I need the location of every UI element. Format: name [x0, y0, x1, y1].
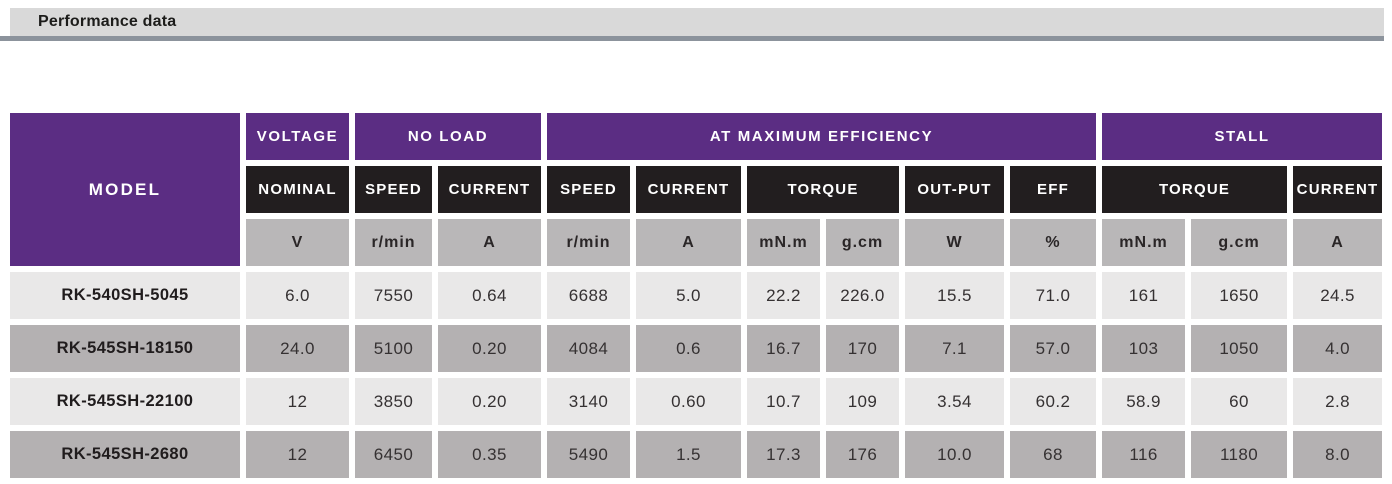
col-header-eff: EFF — [1010, 166, 1097, 213]
value-cell: 0.20 — [438, 378, 541, 425]
unit-rpm-noload: r/min — [355, 219, 432, 266]
value-cell: 2.8 — [1293, 378, 1383, 425]
unit-amps-maxeff: A — [636, 219, 741, 266]
value-cell: 226.0 — [826, 272, 899, 319]
table-row: RK-545SH-22100 12 3850 0.20 3140 0.60 10… — [10, 378, 1383, 425]
value-cell: 16.7 — [747, 325, 820, 372]
value-cell: 71.0 — [1010, 272, 1097, 319]
col-header-noload-current: CURRENT — [438, 166, 541, 213]
value-cell: 4.0 — [1293, 325, 1383, 372]
unit-gcm-stall: g.cm — [1191, 219, 1288, 266]
value-cell: 5100 — [355, 325, 432, 372]
col-header-noload-speed: SPEED — [355, 166, 432, 213]
value-cell: 0.35 — [438, 431, 541, 478]
unit-percent: % — [1010, 219, 1097, 266]
value-cell: 3140 — [547, 378, 630, 425]
value-cell: 10.7 — [747, 378, 820, 425]
value-cell: 0.60 — [636, 378, 741, 425]
value-cell: 17.3 — [747, 431, 820, 478]
table-row: RK-540SH-5045 6.0 7550 0.64 6688 5.0 22.… — [10, 272, 1383, 319]
unit-amps-stall: A — [1293, 219, 1383, 266]
model-cell: RK-540SH-5045 — [10, 272, 240, 319]
value-cell: 68 — [1010, 431, 1097, 478]
value-cell: 58.9 — [1102, 378, 1186, 425]
table-row: RK-545SH-18150 24.0 5100 0.20 4084 0.6 1… — [10, 325, 1383, 372]
unit-mnm-stall: mN.m — [1102, 219, 1186, 266]
unit-rpm-maxeff: r/min — [547, 219, 630, 266]
col-header-stall-current: CURRENT — [1293, 166, 1383, 213]
col-header-maxeff-speed: SPEED — [547, 166, 630, 213]
value-cell: 6.0 — [246, 272, 349, 319]
value-cell: 170 — [826, 325, 899, 372]
col-header-stall-torque: TORQUE — [1102, 166, 1288, 213]
value-cell: 0.64 — [438, 272, 541, 319]
value-cell: 24.5 — [1293, 272, 1383, 319]
value-cell: 10.0 — [905, 431, 1004, 478]
unit-gcm-maxeff: g.cm — [826, 219, 899, 266]
value-cell: 7.1 — [905, 325, 1004, 372]
value-cell: 161 — [1102, 272, 1186, 319]
model-cell: RK-545SH-2680 — [10, 431, 240, 478]
table-row: RK-545SH-2680 12 6450 0.35 5490 1.5 17.3… — [10, 431, 1383, 478]
col-group-stall: STALL — [1102, 113, 1383, 160]
section-header: Performance data — [0, 8, 1384, 41]
value-cell: 0.20 — [438, 325, 541, 372]
model-cell: RK-545SH-18150 — [10, 325, 240, 372]
group-header-row: MODEL VOLTAGE NO LOAD AT MAXIMUM EFFICIE… — [10, 113, 1383, 266]
value-cell: 57.0 — [1010, 325, 1097, 372]
value-cell: 3.54 — [905, 378, 1004, 425]
value-cell: 6688 — [547, 272, 630, 319]
col-group-voltage: VOLTAGE — [246, 113, 349, 160]
value-cell: 24.0 — [246, 325, 349, 372]
value-cell: 1650 — [1191, 272, 1288, 319]
unit-amps-noload: A — [438, 219, 541, 266]
value-cell: 22.2 — [747, 272, 820, 319]
unit-row: V r/min A r/min A mN.m g.cm W % mN.m g.c… — [10, 219, 1383, 266]
col-group-no-load: NO LOAD — [355, 113, 541, 160]
performance-table: MODEL VOLTAGE NO LOAD AT MAXIMUM EFFICIE… — [4, 107, 1388, 484]
value-cell: 0.6 — [636, 325, 741, 372]
value-cell: 12 — [246, 431, 349, 478]
col-group-at-maximum-efficiency: AT MAXIMUM EFFICIENCY — [547, 113, 1097, 160]
unit-mnm-maxeff: mN.m — [747, 219, 820, 266]
value-cell: 4084 — [547, 325, 630, 372]
value-cell: 176 — [826, 431, 899, 478]
value-cell: 1180 — [1191, 431, 1288, 478]
col-header-nominal: NOMINAL — [246, 166, 349, 213]
value-cell: 12 — [246, 378, 349, 425]
col-header-output: OUT-PUT — [905, 166, 1004, 213]
page-title: Performance data — [10, 8, 1384, 36]
value-cell: 7550 — [355, 272, 432, 319]
value-cell: 6450 — [355, 431, 432, 478]
model-cell: RK-545SH-22100 — [10, 378, 240, 425]
value-cell: 103 — [1102, 325, 1186, 372]
unit-watts: W — [905, 219, 1004, 266]
value-cell: 5490 — [547, 431, 630, 478]
value-cell: 15.5 — [905, 272, 1004, 319]
value-cell: 60.2 — [1010, 378, 1097, 425]
value-cell: 1050 — [1191, 325, 1288, 372]
value-cell: 8.0 — [1293, 431, 1383, 478]
value-cell: 116 — [1102, 431, 1186, 478]
value-cell: 1.5 — [636, 431, 741, 478]
col-header-maxeff-torque: TORQUE — [747, 166, 899, 213]
value-cell: 3850 — [355, 378, 432, 425]
sub-header-row: NOMINAL SPEED CURRENT SPEED CURRENT TORQ… — [10, 166, 1383, 213]
unit-volts: V — [246, 219, 349, 266]
col-group-model: MODEL — [10, 113, 240, 266]
col-header-maxeff-current: CURRENT — [636, 166, 741, 213]
value-cell: 60 — [1191, 378, 1288, 425]
value-cell: 5.0 — [636, 272, 741, 319]
value-cell: 109 — [826, 378, 899, 425]
